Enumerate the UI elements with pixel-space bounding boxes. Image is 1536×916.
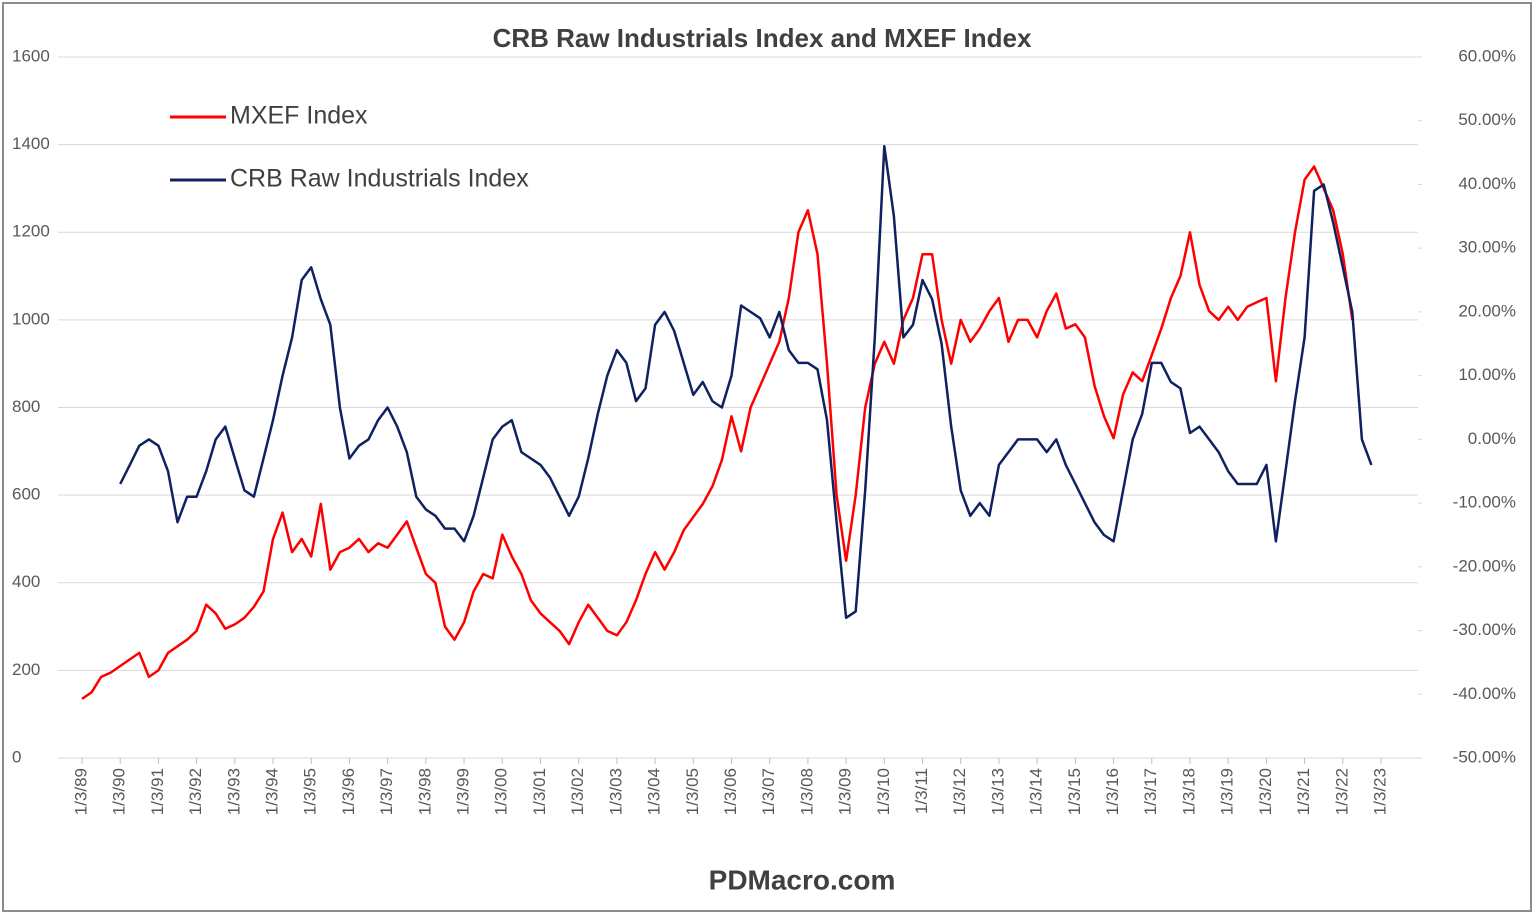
x-tick-label: 1/3/98 bbox=[415, 768, 434, 815]
y2-tick-label: 20.00% bbox=[1458, 301, 1516, 320]
x-tick-label: 1/3/07 bbox=[759, 768, 778, 815]
footer: PDMacro.com bbox=[709, 864, 896, 895]
y2-tick-label: 0.00% bbox=[1468, 429, 1516, 448]
y-tick-label: 800 bbox=[12, 397, 40, 416]
x-tick-label: 1/3/97 bbox=[377, 768, 396, 815]
y2-tick-label: 30.00% bbox=[1458, 238, 1516, 257]
x-tick-label: 1/3/18 bbox=[1179, 768, 1198, 815]
x-tick-label: 1/3/09 bbox=[836, 768, 855, 815]
y2-tick-label: -10.00% bbox=[1453, 493, 1516, 512]
x-tick-label: 1/3/95 bbox=[301, 768, 320, 815]
x-tick-label: 1/3/91 bbox=[148, 768, 167, 815]
x-tick-label: 1/3/17 bbox=[1141, 768, 1160, 815]
y-tick-label: 400 bbox=[12, 572, 40, 591]
x-tick-label: 1/3/06 bbox=[721, 768, 740, 815]
x-tick-label: 1/3/19 bbox=[1218, 768, 1237, 815]
y-tick-label: 1200 bbox=[12, 222, 50, 241]
y-tick-label: 1000 bbox=[12, 309, 50, 328]
x-tick-label: 1/3/89 bbox=[71, 768, 90, 815]
y-tick-label: 0 bbox=[12, 747, 21, 766]
x-tick-label: 1/3/23 bbox=[1370, 768, 1389, 815]
x-tick-label: 1/3/15 bbox=[1065, 768, 1084, 815]
y2-tick-label: 60.00% bbox=[1458, 46, 1516, 65]
x-tick-label: 1/3/90 bbox=[110, 768, 129, 815]
x-tick-label: 1/3/21 bbox=[1294, 768, 1313, 815]
x-tick-label: 1/3/00 bbox=[492, 768, 511, 815]
y-tick-label: 600 bbox=[12, 485, 40, 504]
x-tick-label: 1/3/92 bbox=[186, 768, 205, 815]
x-tick-label: 1/3/22 bbox=[1332, 768, 1351, 815]
x-tick-label: 1/3/93 bbox=[224, 768, 243, 815]
y2-tick-label: -30.00% bbox=[1453, 620, 1516, 639]
x-tick-label: 1/3/03 bbox=[606, 768, 625, 815]
x-tick-label: 1/3/04 bbox=[645, 768, 664, 815]
x-tick-label: 1/3/02 bbox=[568, 768, 587, 815]
x-tick-label: 1/3/08 bbox=[797, 768, 816, 815]
x-tick-label: 1/3/96 bbox=[339, 768, 358, 815]
series-line bbox=[119, 144, 1373, 620]
chart-title: CRB Raw Industrials Index and MXEF Index bbox=[493, 23, 1032, 53]
x-tick-label: 1/3/01 bbox=[530, 768, 549, 815]
x-tick-label: 1/3/05 bbox=[683, 768, 702, 815]
legend-label: MXEF Index bbox=[230, 102, 368, 130]
legend-label: CRB Raw Industrials Index bbox=[230, 165, 529, 193]
y-tick-label: 200 bbox=[12, 660, 40, 679]
x-tick-label: 1/3/13 bbox=[988, 768, 1007, 815]
x-tick-label: 1/3/99 bbox=[454, 768, 473, 815]
y-tick-label: 1400 bbox=[12, 134, 50, 153]
x-tick-label: 1/3/10 bbox=[874, 768, 893, 815]
y2-tick-label: 40.00% bbox=[1458, 174, 1516, 193]
y2-tick-label: -40.00% bbox=[1453, 684, 1516, 703]
x-tick-label: 1/3/20 bbox=[1256, 768, 1275, 815]
x-tick-label: 1/3/12 bbox=[950, 768, 969, 815]
y-tick-label: 1600 bbox=[12, 46, 50, 65]
y2-tick-label: 10.00% bbox=[1458, 365, 1516, 384]
y2-tick-label: 50.00% bbox=[1458, 110, 1516, 129]
x-tick-label: 1/3/14 bbox=[1027, 768, 1046, 815]
x-tick-label: 1/3/11 bbox=[912, 768, 931, 814]
series-line bbox=[81, 165, 1354, 700]
x-tick-label: 1/3/94 bbox=[263, 768, 282, 815]
y2-tick-label: -20.00% bbox=[1453, 556, 1516, 575]
x-tick-label: 1/3/16 bbox=[1103, 768, 1122, 815]
y2-tick-label: -50.00% bbox=[1453, 747, 1516, 766]
